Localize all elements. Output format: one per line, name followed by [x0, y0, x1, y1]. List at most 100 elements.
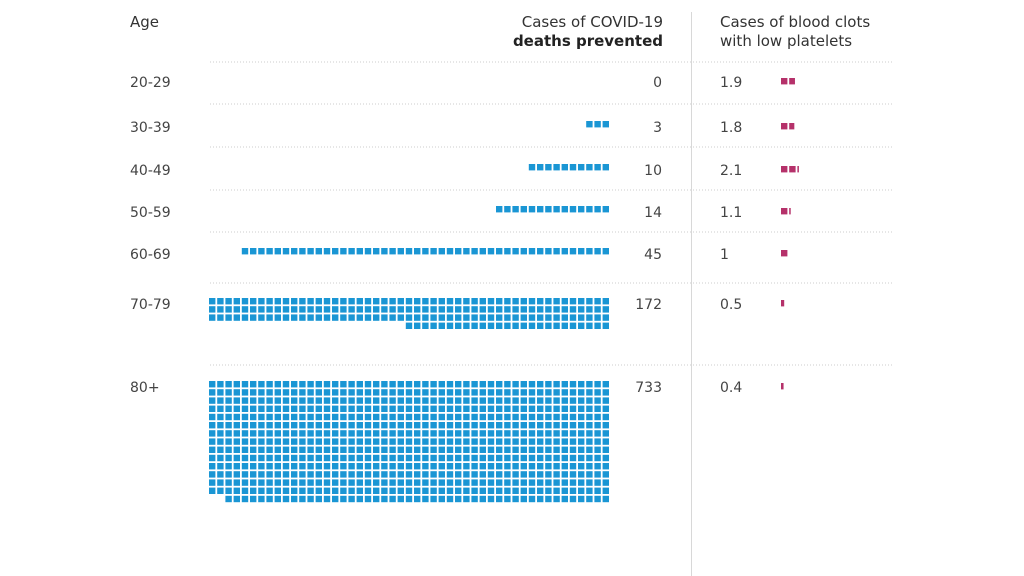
death-square	[496, 422, 503, 429]
death-square	[340, 389, 347, 396]
death-square	[487, 422, 495, 429]
death-square	[512, 298, 519, 305]
death-square	[364, 314, 372, 321]
death-square	[356, 413, 363, 421]
death-square	[594, 206, 601, 213]
death-square	[561, 322, 568, 329]
death-square	[602, 121, 609, 128]
death-square	[487, 487, 495, 494]
death-square	[430, 298, 437, 305]
death-square	[594, 306, 601, 313]
death-square	[225, 405, 232, 412]
death-square	[446, 438, 454, 445]
death-square	[225, 413, 232, 421]
death-square	[479, 397, 486, 404]
death-square	[209, 487, 216, 494]
death-square	[545, 248, 552, 255]
death-square	[332, 430, 339, 437]
death-square	[323, 381, 331, 388]
death-square	[561, 248, 568, 255]
death-square	[356, 438, 363, 445]
death-square	[414, 479, 421, 486]
death-square	[471, 479, 478, 486]
death-square	[537, 422, 544, 429]
death-square	[348, 381, 355, 388]
death-square	[250, 397, 257, 404]
death-square	[323, 446, 331, 453]
death-square	[274, 463, 281, 470]
death-square	[528, 430, 536, 437]
death-square	[422, 422, 429, 429]
death-square	[258, 248, 265, 255]
death-square	[241, 479, 249, 486]
death-square	[496, 405, 503, 412]
death-square	[373, 314, 380, 321]
death-square	[430, 422, 437, 429]
death-square	[209, 397, 216, 404]
death-square	[414, 422, 421, 429]
death-square	[274, 438, 281, 445]
death-square	[364, 471, 372, 478]
death-square	[602, 430, 609, 437]
death-square	[512, 446, 519, 453]
death-square	[471, 495, 478, 503]
death-square	[356, 298, 363, 305]
death-square	[332, 413, 339, 421]
death-square	[307, 405, 314, 412]
death-square	[463, 495, 470, 503]
death-square	[561, 422, 568, 429]
death-square	[405, 454, 413, 462]
death-square	[512, 422, 519, 429]
death-square	[586, 471, 593, 478]
clots-value-label: 1.8	[720, 120, 742, 136]
death-square	[528, 322, 536, 329]
death-square	[323, 471, 331, 478]
death-square	[569, 438, 577, 445]
death-square	[578, 463, 585, 470]
death-square	[373, 397, 380, 404]
death-square	[364, 298, 372, 305]
death-square	[381, 422, 388, 429]
death-square	[504, 413, 511, 421]
death-square	[520, 413, 527, 421]
death-square	[332, 405, 339, 412]
death-square	[496, 248, 503, 255]
death-square	[266, 454, 273, 462]
death-square	[389, 413, 396, 421]
death-square	[405, 430, 413, 437]
death-square	[537, 306, 544, 313]
death-square	[307, 389, 314, 396]
death-square	[520, 471, 527, 478]
death-square	[405, 314, 413, 321]
death-square	[299, 422, 306, 429]
death-square	[479, 381, 486, 388]
death-square	[545, 306, 552, 313]
death-square	[323, 463, 331, 470]
death-square	[307, 479, 314, 486]
death-square	[528, 413, 536, 421]
death-square	[373, 430, 380, 437]
death-square	[487, 405, 495, 412]
death-square	[479, 430, 486, 437]
death-square	[537, 495, 544, 503]
death-square	[348, 487, 355, 494]
death-square	[250, 306, 257, 313]
death-square	[561, 471, 568, 478]
death-square	[274, 454, 281, 462]
death-square	[594, 381, 601, 388]
death-square	[545, 322, 552, 329]
death-square	[512, 389, 519, 396]
death-square	[422, 438, 429, 445]
death-square	[455, 446, 462, 453]
death-square	[561, 405, 568, 412]
deaths-value-label: 3	[653, 120, 662, 136]
death-square	[496, 430, 503, 437]
death-square	[405, 248, 413, 255]
death-square	[430, 322, 437, 329]
death-square	[217, 430, 224, 437]
death-square	[455, 471, 462, 478]
death-square	[602, 495, 609, 503]
death-square	[405, 471, 413, 478]
death-square	[594, 298, 601, 305]
death-square	[266, 422, 273, 429]
